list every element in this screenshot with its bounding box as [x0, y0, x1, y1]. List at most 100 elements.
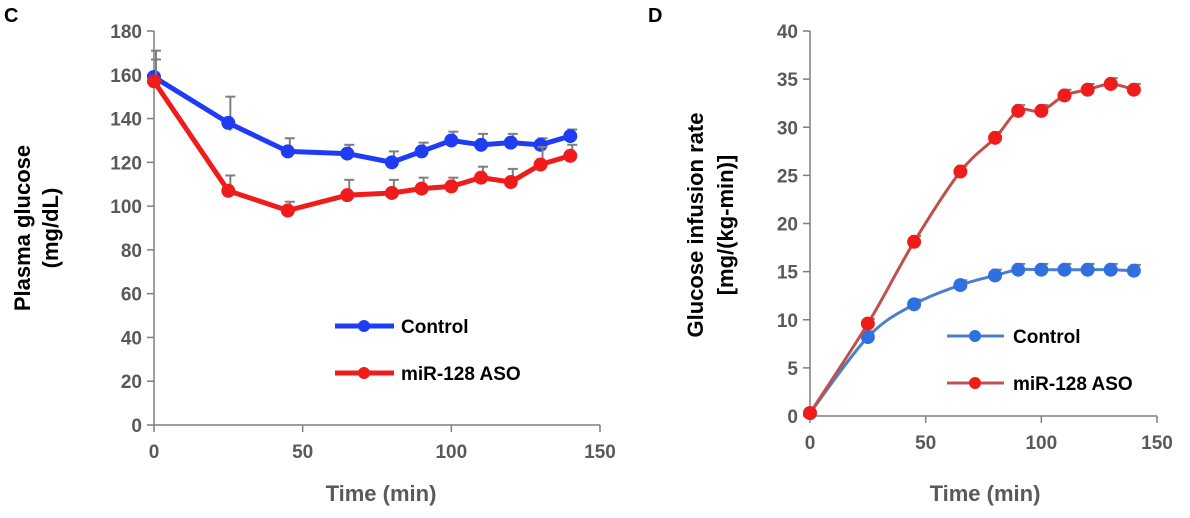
data-point	[444, 179, 459, 194]
series-mir-128-aso	[147, 58, 578, 218]
data-point	[1080, 82, 1095, 97]
panel-c-y-ticks: 0 20 40 60 80 100 120 140 160 180	[110, 22, 142, 437]
legend-aso-marker	[969, 377, 981, 389]
panel-d-x-ticks: 0 50 100 150	[805, 433, 1173, 454]
data-point	[988, 130, 1003, 145]
data-point	[907, 234, 922, 249]
panel-c-label: C	[4, 5, 18, 27]
panel-d-axes	[803, 30, 1158, 423]
y-tick-label: 25	[777, 166, 799, 187]
x-tick-label: 0	[149, 442, 160, 463]
series-line	[152, 74, 571, 165]
legend-control-marker	[969, 330, 981, 342]
legend-aso-label: miR-128 ASO	[1013, 374, 1133, 395]
y-tick-label: 20	[121, 372, 142, 393]
legend-control-marker	[358, 320, 370, 332]
data-point	[1103, 262, 1118, 277]
data-point	[953, 278, 968, 293]
x-tick-label: 100	[435, 442, 467, 463]
data-point	[503, 175, 518, 190]
panel-d-label: D	[648, 5, 662, 27]
panel-c-y-title-line2: (mg/dL)	[38, 188, 63, 269]
data-point	[533, 137, 548, 152]
panel-d-legend: Control miR-128 ASO	[947, 327, 1133, 395]
data-point	[384, 185, 399, 200]
data-point	[1080, 262, 1095, 277]
data-point	[340, 146, 355, 161]
panel-c-x-title: Time (min)	[326, 481, 437, 506]
panel-d-y-ticks: 0 5 10 15 20 25 30 35 40	[777, 22, 799, 428]
data-point	[474, 170, 489, 185]
y-tick-label: 140	[110, 110, 142, 131]
panel-c-x-ticks: 0 50 100 150	[149, 442, 616, 463]
y-tick-label: 40	[121, 328, 142, 349]
legend-aso-label: miR-128 ASO	[401, 364, 521, 385]
panel-c-chart: C 0 20 40 60 80 100 120 140 160 180 0 50 100 150 Pla…	[4, 5, 616, 506]
panel-d-x-title: Time (min)	[930, 481, 1041, 506]
data-point	[503, 135, 518, 150]
x-tick-label: 50	[292, 442, 313, 463]
data-point	[414, 181, 429, 196]
series-control	[803, 262, 1141, 421]
data-point	[533, 157, 548, 172]
data-point	[1126, 82, 1141, 97]
data-point	[860, 316, 875, 331]
y-tick-label: 40	[777, 22, 798, 43]
panel-c-series	[147, 49, 578, 218]
series-mir-128-aso	[803, 76, 1141, 421]
x-tick-label: 50	[915, 433, 936, 454]
data-point	[280, 203, 295, 218]
panel-d-series	[803, 76, 1141, 421]
y-tick-label: 0	[787, 407, 798, 428]
data-point	[860, 330, 875, 345]
data-point	[474, 137, 489, 152]
y-tick-label: 180	[110, 22, 142, 43]
data-point	[1034, 103, 1049, 118]
data-point	[340, 188, 355, 203]
data-point	[1126, 263, 1141, 278]
y-tick-label: 15	[777, 263, 799, 284]
y-tick-label: 100	[110, 197, 142, 218]
y-tick-label: 30	[777, 118, 798, 139]
data-point	[953, 164, 968, 179]
data-point	[907, 297, 922, 312]
data-point	[1103, 76, 1118, 91]
legend-aso-marker	[358, 367, 370, 379]
data-point	[444, 133, 459, 148]
y-tick-label: 20	[777, 215, 798, 236]
data-point	[1057, 88, 1072, 103]
x-tick-label: 150	[584, 442, 616, 463]
x-tick-label: 150	[1141, 433, 1173, 454]
data-point	[221, 115, 236, 130]
panel-c-legend: Control miR-128 ASO	[335, 317, 521, 385]
y-tick-label: 120	[110, 153, 142, 174]
data-point	[147, 74, 161, 89]
series-line	[808, 82, 1135, 414]
panel-d-y-title-line2: [mg/(kg-min)]	[713, 155, 738, 296]
legend-control-label: Control	[401, 317, 469, 338]
x-tick-label: 100	[1025, 433, 1057, 454]
data-point	[1034, 262, 1049, 277]
data-point	[1011, 103, 1026, 118]
data-point	[384, 155, 399, 170]
y-tick-label: 60	[121, 285, 142, 306]
data-point	[563, 148, 578, 163]
y-tick-label: 160	[110, 66, 142, 87]
y-tick-label: 80	[121, 241, 142, 262]
data-point	[563, 129, 578, 144]
data-point	[803, 406, 817, 421]
x-tick-label: 0	[805, 433, 816, 454]
panel-d-chart: D 0 5 10 15 20 25 30 35 40 0 50 100 150 Glucose inf…	[648, 5, 1173, 506]
data-point	[280, 144, 295, 159]
data-point	[988, 268, 1003, 283]
y-tick-label: 0	[131, 416, 142, 437]
series-control	[147, 49, 578, 170]
data-point	[221, 183, 236, 198]
data-point	[1011, 262, 1026, 277]
panel-c-y-title-line1: Plasma glucose	[10, 145, 35, 311]
y-tick-label: 5	[787, 359, 798, 380]
panel-d-y-title-line1: Glucose infusion rate	[683, 113, 708, 338]
panel-c-axes	[147, 30, 601, 432]
data-point	[1057, 262, 1072, 277]
